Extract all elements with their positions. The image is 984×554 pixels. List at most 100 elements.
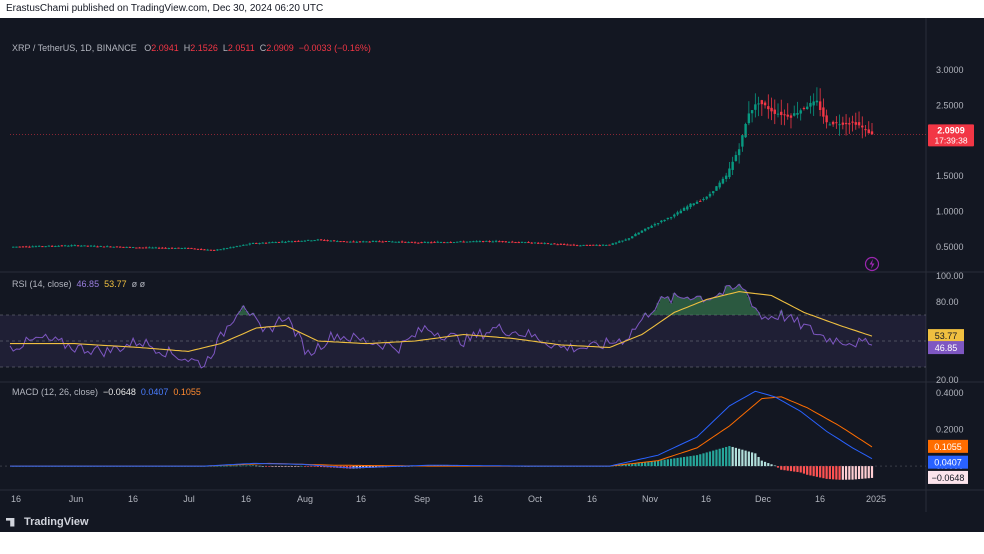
candle-body [449, 241, 452, 243]
candle-body [242, 244, 245, 246]
candle-body [809, 102, 812, 107]
time-axis-label: 16 [473, 494, 483, 504]
candle-body [621, 240, 624, 242]
macd-hist-bar [682, 456, 686, 467]
rsi-ma-value: 53.77 [104, 279, 127, 289]
candle-body [595, 244, 598, 246]
candle-body [566, 244, 569, 246]
price-legend[interactable]: XRP / TetherUS, 1D, BINANCE O2.0941 H2.1… [12, 43, 371, 53]
rsi-ma-line [10, 291, 873, 352]
macd-hist-bar [238, 465, 242, 467]
candle-body [468, 241, 472, 243]
macd-hist-bar [663, 459, 666, 467]
rsi-line [9, 283, 873, 369]
macd-hist-bar [712, 450, 715, 467]
macd-hist-bar [825, 466, 828, 479]
candle-body [381, 241, 384, 243]
macd-hist-bar [686, 456, 689, 467]
candle-body [699, 200, 702, 202]
price-axis-label: 3.0000 [936, 65, 964, 75]
candle-body [138, 247, 141, 249]
macd-hist-bar [261, 466, 264, 467]
candle-body [67, 245, 70, 247]
macd-hist-bar [689, 456, 692, 467]
macd-hist-bar [725, 446, 728, 467]
candle-body [446, 242, 449, 244]
macd-hist-bar [851, 466, 854, 480]
candle-body [102, 246, 106, 248]
rsi-axis-label: 20.00 [936, 375, 959, 385]
candle-body [287, 241, 290, 243]
macd-hist-bar [796, 466, 799, 473]
candle-body [47, 245, 51, 247]
candle-body [180, 248, 183, 250]
candle-body [540, 242, 543, 244]
candle-body [118, 246, 122, 248]
candle-body [598, 245, 601, 247]
candle-body [86, 245, 89, 247]
candle-body [391, 241, 394, 243]
candle-body [306, 239, 310, 241]
candle-body [611, 243, 614, 245]
macd-hist-bar [692, 455, 695, 467]
macd-hist-bar [702, 453, 705, 467]
candle-body [530, 242, 533, 244]
candle-body [838, 124, 841, 126]
candle-body [831, 121, 835, 125]
candle-body [170, 247, 174, 249]
candle-body [80, 245, 83, 247]
macd-hist-bar [679, 457, 682, 467]
candle-body [281, 241, 284, 243]
candle-body [258, 243, 261, 245]
macd-hist-bar [653, 460, 656, 467]
candle-body [167, 248, 170, 250]
candle-body [25, 246, 28, 248]
macd-hist-bar [316, 466, 319, 467]
publish-info: ErastusChami published on TradingView.co… [6, 3, 324, 14]
candle-body [770, 107, 773, 112]
candle-body [718, 182, 721, 188]
candle-body [731, 161, 734, 170]
candle-body [549, 243, 553, 245]
candle-body [358, 241, 362, 243]
macd-hist-bar [832, 466, 835, 480]
candle-body [125, 246, 128, 248]
candle-body [825, 115, 828, 123]
macd-hist-bar [284, 466, 287, 467]
candle-body [559, 243, 563, 245]
candle-body [174, 248, 177, 250]
macd-hist-bar [806, 466, 809, 475]
countdown-value: 17:39:38 [934, 135, 967, 145]
brand-label: TradingView [24, 516, 89, 528]
candle-body [439, 242, 443, 244]
candle-body [261, 242, 264, 244]
macd-hist-bar [705, 452, 708, 467]
macd-hist-bar [760, 460, 763, 467]
candle-body [472, 241, 475, 243]
macd-hist-bar [213, 465, 216, 467]
candle-body [248, 243, 252, 245]
candle-body [465, 241, 469, 243]
candle-body [494, 240, 498, 242]
candle-body [164, 247, 167, 249]
candle-body [73, 245, 77, 247]
candle-body [99, 245, 102, 247]
candle-body [643, 228, 647, 231]
time-axis-label: 16 [356, 494, 366, 504]
candle-body [780, 111, 783, 116]
candle-body [297, 240, 300, 242]
candle-body [686, 206, 689, 210]
candle-body [144, 247, 148, 249]
rsi-extra: ø ø [131, 279, 146, 289]
macd-hist-bar [786, 466, 789, 471]
macd-hist-bar [251, 465, 255, 467]
tradingview-logo[interactable]: TradingView [6, 516, 89, 528]
macd-legend[interactable]: MACD (12, 26, close) −0.0648 0.0407 0.10… [12, 387, 201, 397]
macd-hist-bar [666, 459, 669, 467]
change-value: −0.0033 (−0.16%) [298, 43, 371, 53]
candle-body [368, 241, 371, 243]
macd-hist-bar [637, 462, 640, 467]
time-axis-label: Jul [183, 494, 195, 504]
rsi-legend[interactable]: RSI (14, close) 46.85 53.77 ø ø [12, 279, 145, 289]
